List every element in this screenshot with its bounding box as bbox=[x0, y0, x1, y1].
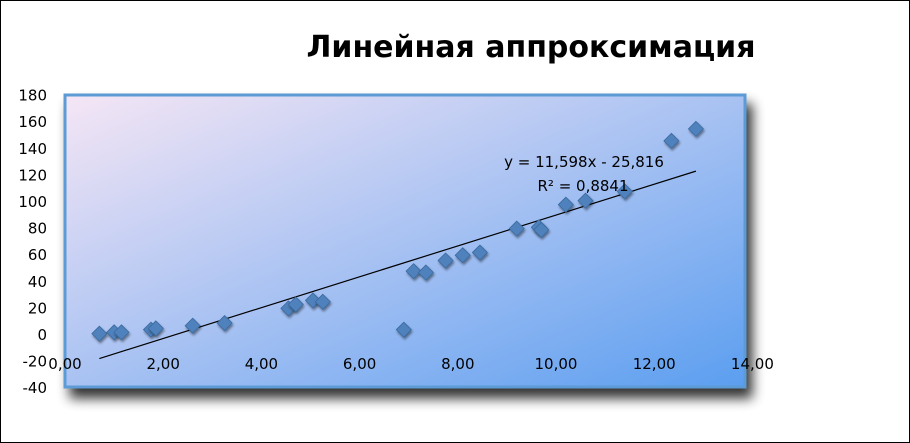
data-point bbox=[557, 196, 574, 213]
x-tick-label: 4,00 bbox=[245, 355, 278, 373]
y-tick-label: 100 bbox=[18, 193, 47, 211]
data-point bbox=[577, 192, 594, 209]
data-point bbox=[184, 317, 201, 334]
x-tick-label: 2,00 bbox=[146, 355, 179, 373]
y-tick-label: 60 bbox=[28, 246, 47, 264]
data-point bbox=[508, 220, 525, 237]
data-point bbox=[687, 120, 705, 137]
x-tick-label: 8,00 bbox=[441, 355, 474, 373]
plot-area bbox=[63, 93, 747, 389]
y-tick-label: 0 bbox=[37, 326, 47, 344]
data-point bbox=[663, 132, 680, 149]
data-point bbox=[454, 247, 471, 264]
y-tick-label: 180 bbox=[18, 87, 47, 105]
data-point bbox=[533, 221, 550, 238]
x-tick-label: 0,00 bbox=[48, 355, 81, 373]
y-tick-label: 120 bbox=[18, 166, 47, 184]
y-tick-label: 40 bbox=[28, 273, 47, 291]
y-tick-label: 80 bbox=[28, 220, 47, 238]
y-tick-label: -20 bbox=[23, 353, 48, 371]
data-points bbox=[91, 120, 705, 342]
data-point bbox=[113, 324, 130, 341]
data-point bbox=[314, 293, 331, 310]
x-tick-label: 6,00 bbox=[343, 355, 376, 373]
data-point bbox=[437, 252, 454, 269]
chart-title: Линейная аппроксимация bbox=[307, 30, 756, 65]
x-axis-tick-labels: 0,00 2,00 4,00 6,00 8,00 10,00 12,00 14,00 bbox=[48, 355, 774, 373]
y-tick-label: 20 bbox=[28, 299, 47, 317]
trendline-r2: R² = 0,8841 bbox=[537, 177, 628, 195]
data-point bbox=[216, 314, 233, 332]
data-point bbox=[91, 325, 108, 342]
trendline-equation: y = 11,598x - 25,816 bbox=[504, 153, 664, 171]
x-tick-label: 10,00 bbox=[535, 355, 578, 373]
data-point bbox=[287, 296, 304, 313]
data-point bbox=[616, 183, 633, 200]
data-point bbox=[395, 321, 412, 338]
y-axis-tick-labels: -40 -20 0 20 40 60 80 100 120 140 160 180 bbox=[18, 87, 47, 398]
y-tick-label: 140 bbox=[18, 140, 47, 158]
data-point bbox=[147, 320, 164, 337]
data-point bbox=[471, 244, 488, 261]
y-tick-label: -40 bbox=[23, 379, 48, 397]
x-tick-label: 14,00 bbox=[731, 355, 774, 373]
y-tick-label: 160 bbox=[18, 113, 47, 131]
data-point bbox=[405, 263, 422, 280]
x-tick-label: 12,00 bbox=[633, 355, 676, 373]
data-point bbox=[417, 264, 434, 281]
data-point bbox=[304, 292, 322, 309]
